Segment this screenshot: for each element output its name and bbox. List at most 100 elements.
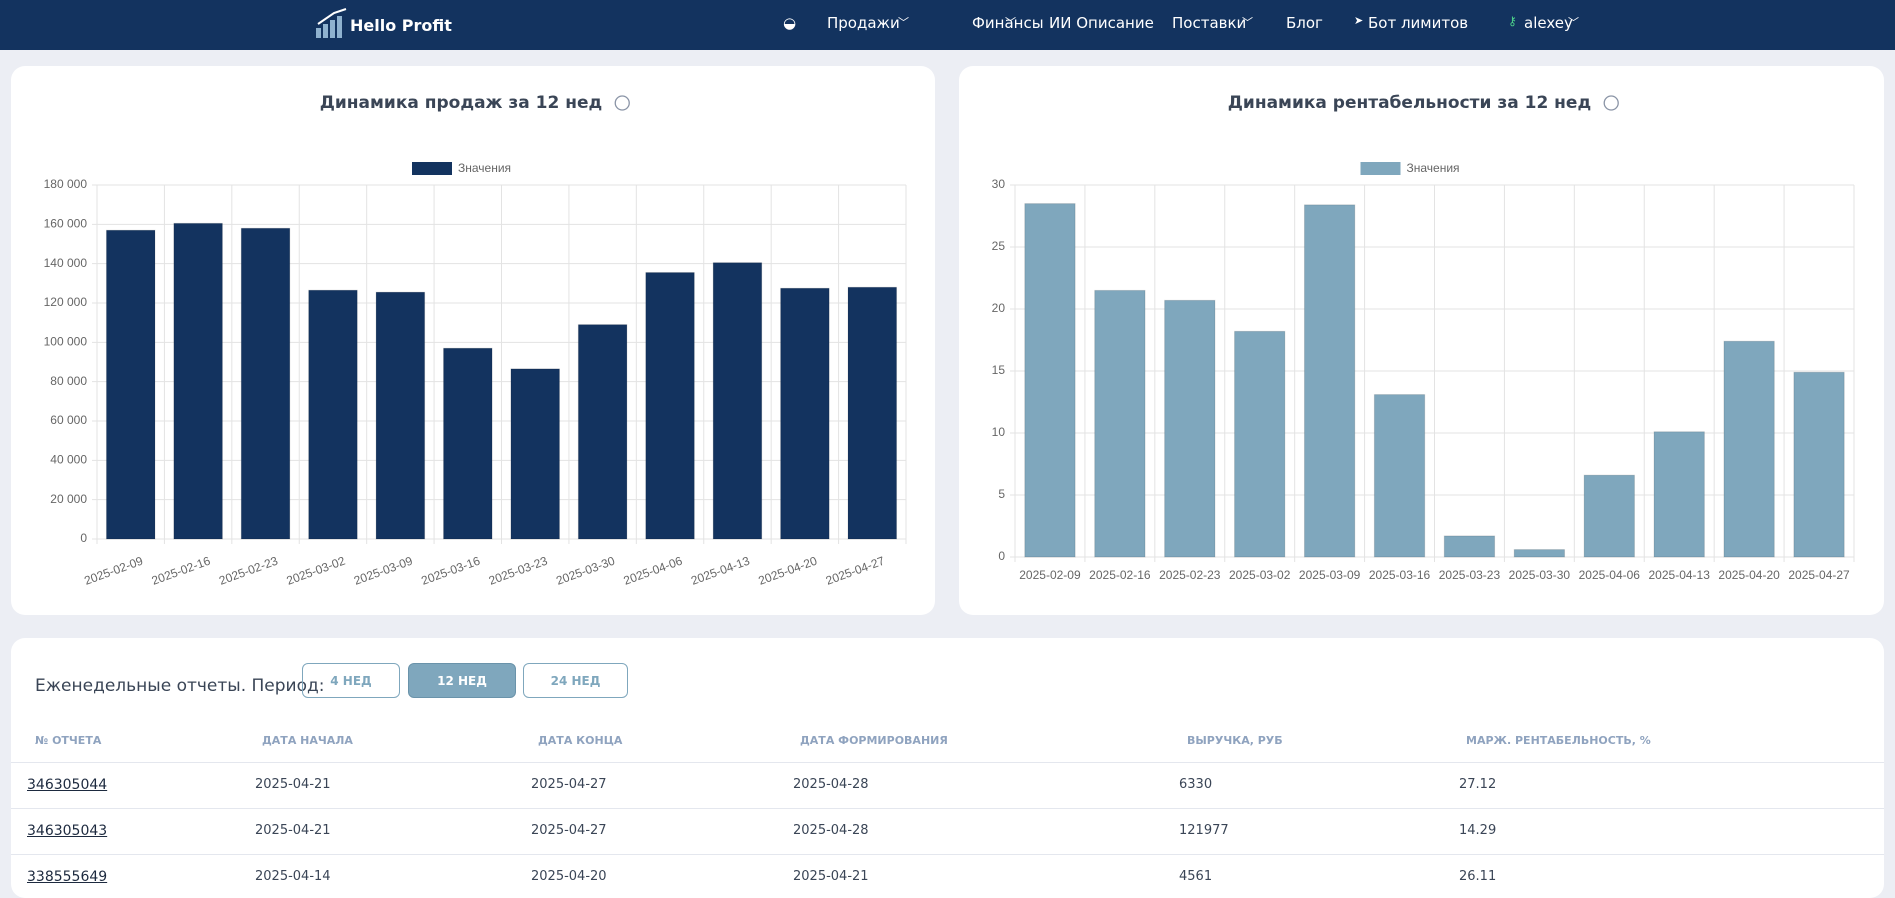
bar (510, 368, 560, 540)
bar (308, 289, 358, 540)
table-cell: 2025-04-27 (531, 823, 607, 838)
logo-icon (316, 8, 347, 38)
period-button[interactable]: 24 НЕД (523, 663, 628, 698)
x-tick-label: 2025-03-23 (487, 554, 550, 588)
legend-swatch (412, 162, 452, 175)
nav-item[interactable]: Бот лимитов (1368, 14, 1469, 32)
legend-swatch (1360, 162, 1401, 175)
bar (645, 272, 695, 540)
nav-item[interactable]: ИИ Описание (1049, 14, 1154, 32)
legend-label: Значения (1407, 161, 1460, 175)
y-tick-label: 20 (992, 301, 1006, 315)
reports-title: Еженедельные отчеты. Период: (35, 676, 325, 696)
x-tick-label: 2025-03-09 (352, 554, 415, 588)
nav-item[interactable]: Продажи (827, 14, 900, 32)
bar (1793, 371, 1845, 558)
bar (1373, 394, 1426, 558)
chart-card: Динамика продаж за 12 нед Значения 0 20 000… (11, 66, 935, 615)
bar (375, 291, 426, 540)
table-cell: 2025-04-21 (793, 869, 869, 884)
row-separator (11, 762, 1884, 763)
report-link[interactable]: 346305044 (27, 777, 108, 793)
x-tick-label: 2025-03-30 (554, 554, 617, 588)
x-tick-label: 2025-04-06 (622, 554, 685, 588)
table-cell: 6330 (1179, 777, 1213, 792)
y-tick-label: 20 000 (50, 492, 87, 506)
bar (780, 287, 830, 540)
help-icon (614, 95, 630, 111)
column-header: МАРЖ. РЕНТАБЕЛЬНОСТЬ, % (1466, 734, 1651, 747)
bar (1723, 340, 1775, 558)
bar (1094, 289, 1146, 558)
bar (847, 286, 898, 540)
help-icon (1603, 95, 1619, 111)
report-link[interactable]: 346305043 (27, 823, 108, 839)
bar (105, 229, 156, 540)
bar (1653, 431, 1705, 558)
user-menu[interactable]: alexey (1524, 14, 1573, 32)
report-link[interactable]: 338555649 (27, 869, 108, 885)
bar (1443, 535, 1496, 558)
x-tick-label: 2025-02-23 (1159, 568, 1221, 582)
bar (1164, 299, 1216, 558)
y-tick-label: 40 000 (50, 453, 87, 467)
chart: Динамика рентабельности за 12 нед Значени… (992, 93, 1855, 582)
nav-item[interactable]: Блог (1286, 14, 1323, 32)
y-tick-label: 180 000 (44, 177, 88, 191)
table-cell: 121977 (1179, 823, 1229, 838)
send-icon: ➤ (1354, 14, 1364, 27)
column-header: ДАТА КОНЦА (538, 734, 623, 747)
column-header: ВЫРУЧКА, РУБ (1187, 734, 1283, 747)
bar (1303, 204, 1356, 558)
table-cell: 26.11 (1459, 869, 1497, 884)
x-tick-label: 2025-04-20 (1718, 568, 1780, 582)
bar (1234, 330, 1286, 558)
y-tick-label: 15 (992, 363, 1006, 377)
x-tick-label: 2025-04-20 (757, 554, 820, 588)
legend-label: Значения (458, 161, 511, 175)
x-tick-label: 2025-04-27 (824, 554, 887, 588)
table-cell: 4561 (1179, 869, 1213, 884)
bar (1513, 549, 1566, 558)
chart: Динамика продаж за 12 нед Значения 0 20 000… (44, 93, 907, 588)
x-tick-label: 2025-03-02 (285, 554, 348, 588)
table-cell: 2025-04-28 (793, 823, 869, 838)
x-tick-label: 2025-03-02 (1229, 568, 1291, 582)
period-button[interactable]: 12 НЕД (408, 663, 516, 698)
y-tick-label: 160 000 (44, 217, 88, 231)
x-tick-label: 2025-02-16 (1089, 568, 1151, 582)
bar (577, 324, 628, 540)
x-tick-label: 2025-04-06 (1579, 568, 1641, 582)
y-tick-label: 100 000 (44, 335, 88, 349)
y-tick-label: 140 000 (44, 256, 88, 270)
x-tick-label: 2025-03-23 (1439, 568, 1501, 582)
x-tick-label: 2025-04-13 (1649, 568, 1711, 582)
y-tick-label: 60 000 (50, 413, 87, 427)
x-tick-label: 2025-03-30 (1509, 568, 1571, 582)
chevron: ﹀ (1005, 16, 1016, 29)
period-button[interactable]: 4 НЕД (302, 663, 400, 698)
key-icon: ⚷ (1508, 14, 1517, 28)
bar (712, 262, 763, 540)
table-cell: 2025-04-27 (531, 777, 607, 792)
y-tick-label: 25 (992, 239, 1006, 253)
y-tick-label: 5 (998, 487, 1005, 501)
table-cell: 2025-04-21 (255, 777, 331, 792)
chevron: ﹀ (1242, 16, 1253, 29)
chart-title: Динамика продаж за 12 нед (320, 93, 602, 113)
y-tick-label: 120 000 (44, 295, 88, 309)
x-tick-label: 2025-02-16 (150, 554, 213, 588)
bar (443, 347, 493, 540)
y-tick-label: 10 (992, 425, 1006, 439)
theme-icon[interactable]: ◒ (783, 14, 797, 32)
bar (173, 222, 223, 540)
nav-item[interactable]: Поставки (1172, 14, 1247, 32)
logo[interactable]: Hello Profit (350, 16, 452, 35)
x-tick-label: 2025-03-16 (419, 554, 482, 588)
nav-item[interactable]: Финансы (972, 14, 1044, 32)
x-tick-label: 2025-04-27 (1788, 568, 1850, 582)
table-cell: 2025-04-21 (255, 823, 331, 838)
column-header: ДАТА ФОРМИРОВАНИЯ (800, 734, 948, 747)
bar (1024, 203, 1076, 558)
